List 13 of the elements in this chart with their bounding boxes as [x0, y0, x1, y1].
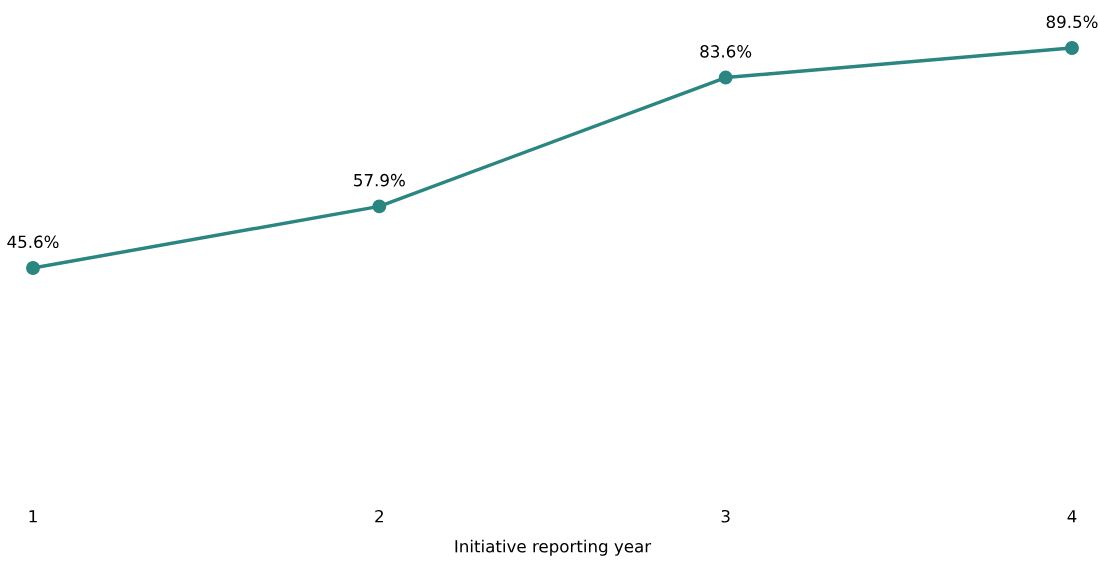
- data-label: 83.6%: [700, 45, 752, 58]
- point: [718, 70, 733, 85]
- data-label: 45.6%: [7, 235, 59, 249]
- data-label: 57.9%: [354, 173, 405, 187]
- x-axis-title: Initiative reporting year: [455, 539, 652, 556]
- x-tick-label: 4: [1067, 510, 1077, 523]
- x-tick-label: 3: [721, 509, 730, 523]
- x-tick-label: 2: [375, 509, 383, 523]
- point: [26, 261, 40, 275]
- point: [372, 199, 387, 214]
- x-tick-label: 1: [29, 510, 37, 523]
- point: [1065, 41, 1079, 55]
- data-label: 89.5%: [1046, 15, 1098, 29]
